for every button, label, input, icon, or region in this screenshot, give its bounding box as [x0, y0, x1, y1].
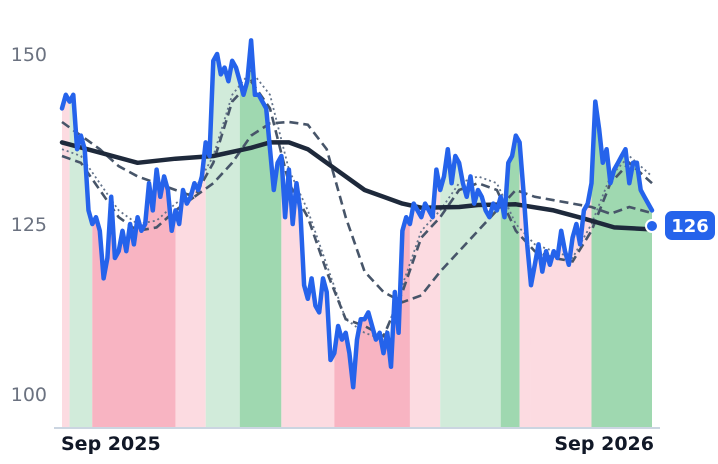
last-value-marker: 126 — [645, 211, 715, 240]
y-axis-ticks: 100 125 150 — [11, 44, 47, 406]
y-tick-label: 125 — [11, 214, 47, 236]
region-down-8 — [409, 169, 441, 428]
trend-line — [59, 140, 655, 232]
region-down-3 — [175, 142, 206, 428]
region-down-11 — [519, 142, 531, 428]
region-up-1 — [69, 94, 93, 429]
region-up-10 — [500, 135, 520, 428]
last-point-dot — [645, 219, 659, 233]
region-up-13 — [591, 101, 652, 428]
x-tick-label: Sep 2026 — [554, 433, 654, 455]
x-axis-ticks: Sep 2025 Sep 2026 — [61, 433, 654, 455]
region-up-5 — [239, 40, 282, 429]
region-down-2 — [92, 169, 176, 428]
price-line — [59, 38, 655, 390]
region-down-12 — [530, 183, 592, 428]
region-down-0 — [62, 94, 70, 429]
band-dotted-line — [61, 69, 653, 341]
region-down-7 — [334, 217, 410, 428]
region-up-9 — [440, 149, 501, 428]
series-lines — [59, 38, 655, 390]
last-value-label: 126 — [671, 216, 709, 237]
y-tick-label: 100 — [11, 384, 47, 406]
y-tick-label: 150 — [11, 44, 47, 66]
x-tick-label: Sep 2025 — [61, 433, 161, 455]
last-value-badge — [665, 211, 715, 240]
trend-regions — [62, 40, 652, 429]
region-up-4 — [205, 54, 240, 428]
